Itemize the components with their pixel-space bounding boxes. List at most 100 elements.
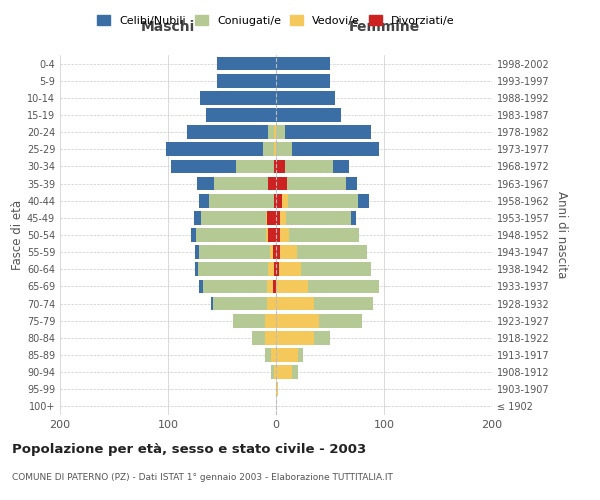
Bar xyxy=(276,366,292,379)
Bar xyxy=(276,228,280,242)
Bar xyxy=(209,194,274,207)
Bar xyxy=(333,160,349,173)
Bar xyxy=(276,160,284,173)
Bar xyxy=(276,331,314,344)
Bar xyxy=(268,176,276,190)
Bar xyxy=(236,160,274,173)
Bar xyxy=(288,194,358,207)
Text: Popolazione per età, sesso e stato civile - 2003: Popolazione per età, sesso e stato civil… xyxy=(12,442,366,456)
Bar xyxy=(280,211,286,224)
Bar xyxy=(195,246,199,259)
Y-axis label: Fasce di età: Fasce di età xyxy=(11,200,24,270)
Bar xyxy=(274,160,276,173)
Bar xyxy=(199,194,209,207)
Bar xyxy=(265,331,276,344)
Bar xyxy=(217,56,276,70)
Bar xyxy=(276,382,278,396)
Bar xyxy=(196,228,266,242)
Bar xyxy=(214,176,268,190)
Bar xyxy=(276,176,287,190)
Bar xyxy=(319,314,362,328)
Bar xyxy=(276,246,280,259)
Legend: Celibi/Nubili, Coniugati/e, Vedovi/e, Divorziati/e: Celibi/Nubili, Coniugati/e, Vedovi/e, Di… xyxy=(93,10,459,30)
Bar xyxy=(214,296,268,310)
Bar xyxy=(233,314,265,328)
Bar xyxy=(199,246,269,259)
Bar xyxy=(268,262,274,276)
Bar xyxy=(271,366,274,379)
Bar xyxy=(289,228,359,242)
Bar xyxy=(203,280,268,293)
Bar xyxy=(187,126,268,139)
Bar xyxy=(292,366,298,379)
Bar xyxy=(284,160,333,173)
Bar xyxy=(268,296,276,310)
Bar xyxy=(276,126,284,139)
Bar xyxy=(268,280,273,293)
Bar xyxy=(194,211,202,224)
Bar xyxy=(280,228,289,242)
Bar xyxy=(276,348,298,362)
Bar xyxy=(274,262,276,276)
Bar xyxy=(301,262,371,276)
Bar xyxy=(198,262,268,276)
Bar xyxy=(268,126,274,139)
Bar xyxy=(276,194,283,207)
Bar xyxy=(314,296,373,310)
Bar xyxy=(202,211,266,224)
Bar xyxy=(211,296,214,310)
Bar xyxy=(276,262,279,276)
Bar xyxy=(273,246,276,259)
Text: COMUNE DI PATERNO (PZ) - Dati ISTAT 1° gennaio 2003 - Elaborazione TUTTITALIA.IT: COMUNE DI PATERNO (PZ) - Dati ISTAT 1° g… xyxy=(12,472,393,482)
Bar xyxy=(280,246,296,259)
Bar xyxy=(197,176,214,190)
Y-axis label: Anni di nascita: Anni di nascita xyxy=(555,192,568,278)
Bar xyxy=(274,366,276,379)
Bar xyxy=(292,142,379,156)
Bar xyxy=(274,126,276,139)
Bar xyxy=(276,108,341,122)
Bar xyxy=(276,142,292,156)
Bar xyxy=(271,348,276,362)
Bar xyxy=(274,142,276,156)
Bar xyxy=(199,280,203,293)
Bar xyxy=(279,262,301,276)
Text: Maschi: Maschi xyxy=(141,20,195,34)
Bar xyxy=(350,211,356,224)
Bar xyxy=(206,108,276,122)
Bar xyxy=(269,246,273,259)
Bar xyxy=(276,56,330,70)
Bar xyxy=(287,176,346,190)
Bar xyxy=(284,126,371,139)
Bar xyxy=(276,314,319,328)
Bar xyxy=(263,142,274,156)
Bar xyxy=(252,331,265,344)
Bar xyxy=(276,280,308,293)
Bar xyxy=(266,228,268,242)
Bar xyxy=(171,160,236,173)
Bar xyxy=(358,194,369,207)
Bar xyxy=(346,176,357,190)
Bar xyxy=(200,91,276,104)
Text: Femmine: Femmine xyxy=(349,20,419,34)
Bar xyxy=(308,280,379,293)
Bar xyxy=(286,211,350,224)
Bar xyxy=(274,194,276,207)
Bar xyxy=(276,211,280,224)
Bar xyxy=(268,211,276,224)
Bar xyxy=(265,314,276,328)
Bar xyxy=(276,74,330,88)
Bar xyxy=(268,228,276,242)
Bar xyxy=(191,228,196,242)
Bar xyxy=(195,262,198,276)
Bar xyxy=(283,194,288,207)
Bar xyxy=(166,142,263,156)
Bar xyxy=(217,74,276,88)
Bar xyxy=(276,296,314,310)
Bar xyxy=(298,348,303,362)
Bar xyxy=(273,280,276,293)
Bar xyxy=(276,91,335,104)
Bar xyxy=(265,348,271,362)
Bar xyxy=(266,211,268,224)
Bar xyxy=(314,331,330,344)
